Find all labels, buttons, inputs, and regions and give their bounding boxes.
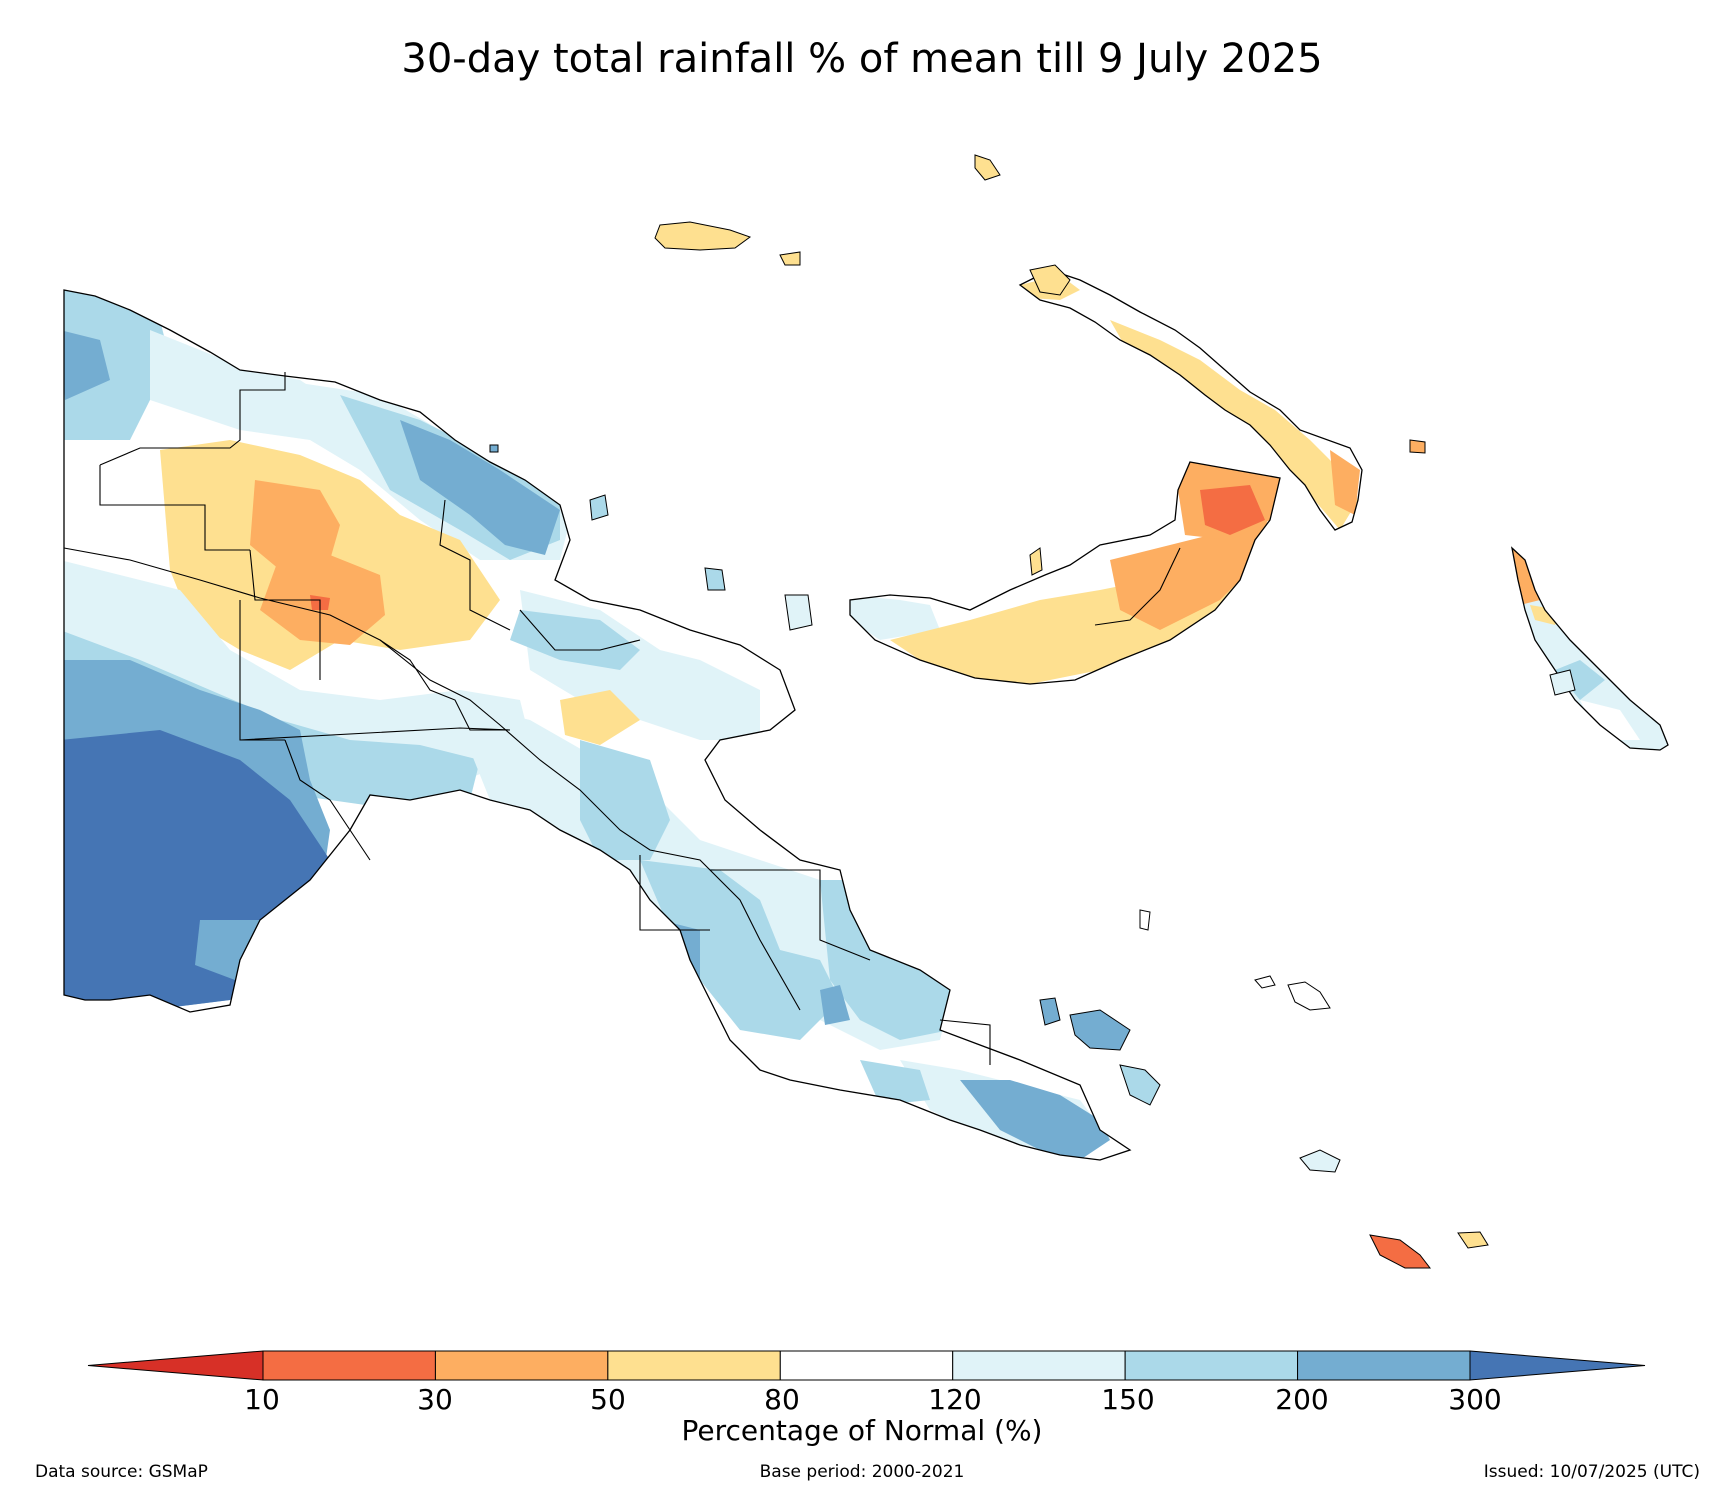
base-period: Base period: 2000-2021 bbox=[759, 1462, 965, 1482]
new-britain bbox=[849, 461, 1281, 685]
colorbar-label: Percentage of Normal (%) bbox=[681, 1414, 1043, 1447]
colorbar-tick: 150 bbox=[1101, 1383, 1155, 1416]
issued-date: Issued: 10/07/2025 (UTC) bbox=[1483, 1462, 1700, 1482]
mainland bbox=[63, 289, 1132, 1161]
colorbar-segment bbox=[952, 1350, 1126, 1381]
colorbar-tick: 50 bbox=[590, 1383, 626, 1416]
colorbar bbox=[87, 1350, 1646, 1381]
colorbar-tick: 30 bbox=[417, 1383, 453, 1416]
colorbar-segment bbox=[779, 1350, 954, 1381]
colorbar-segment bbox=[607, 1350, 781, 1381]
colorbar-tick: 10 bbox=[244, 1383, 280, 1416]
colorbar-tick: 120 bbox=[928, 1383, 982, 1416]
colorbar-ticks: 10 30 50 80 120 150 200 300 bbox=[0, 1383, 1724, 1423]
colorbar-segment bbox=[434, 1350, 609, 1381]
colorbar-segment bbox=[262, 1350, 436, 1381]
colorbar-extend-high bbox=[1469, 1350, 1646, 1381]
map-title: 30-day total rainfall % of mean till 9 J… bbox=[401, 36, 1323, 82]
small-islands bbox=[489, 154, 1576, 1269]
colorbar-extend-low bbox=[87, 1350, 264, 1381]
bougainville bbox=[1510, 546, 1669, 751]
colorbar-tick: 200 bbox=[1275, 1383, 1329, 1416]
data-source: Data source: GSMaP bbox=[35, 1462, 208, 1482]
colorbar-tick: 80 bbox=[764, 1383, 800, 1416]
colorbar-segment bbox=[1124, 1350, 1299, 1381]
colorbar-tick: 300 bbox=[1448, 1383, 1502, 1416]
colorbar-segment bbox=[1297, 1350, 1471, 1381]
